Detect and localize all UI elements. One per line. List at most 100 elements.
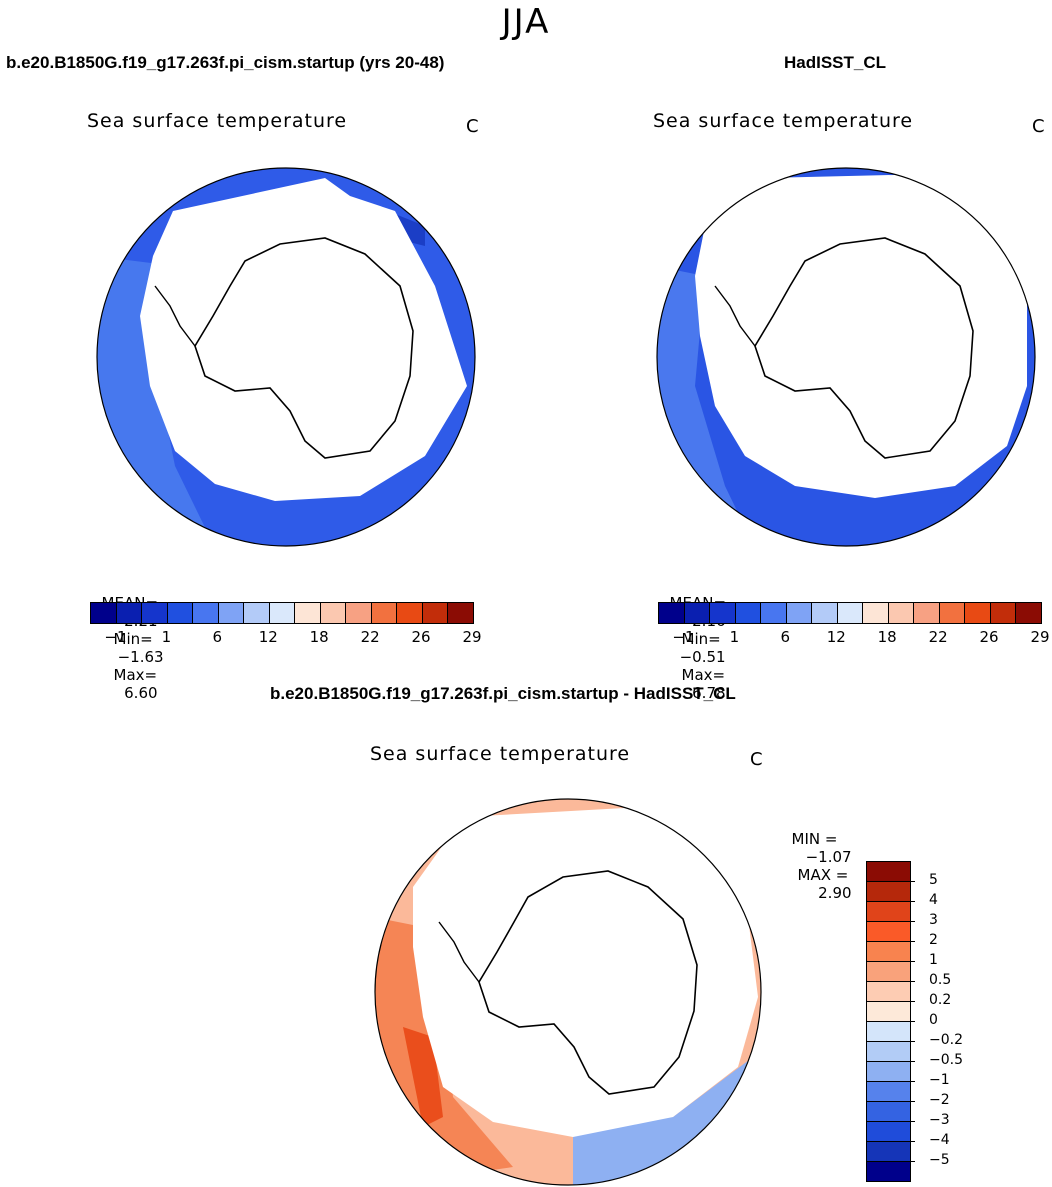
obs-colorbar-tick-label: 12	[826, 628, 846, 646]
diff-colorbar-swatch	[867, 862, 910, 882]
obs-colorbar-swatch	[888, 603, 915, 623]
model-colorbar-swatch	[193, 603, 219, 623]
obs-max-label: Max=	[681, 666, 726, 684]
model-colorbar-swatch	[167, 603, 194, 623]
model-max-value: 6.60	[124, 684, 158, 702]
diff-stats: MIN = −1.07 MAX = 2.90	[782, 812, 852, 902]
model-colorbar-swatch	[448, 603, 473, 623]
diff-colorbar-tick-label: 3	[929, 912, 938, 928]
diff-min-value: −1.07	[805, 848, 852, 866]
obs-peninsula-coastline	[714, 285, 756, 347]
obs-colorbar-swatch	[1016, 603, 1041, 623]
obs-colorbar-swatch	[914, 603, 940, 623]
diff-max-value: 2.90	[818, 884, 852, 902]
model-unit-label: C	[466, 116, 479, 137]
model-case-title: b.e20.B1850G.f19_g17.263f.pi_cism.startu…	[6, 53, 445, 72]
diff-case-title: b.e20.B1850G.f19_g17.263f.pi_cism.startu…	[270, 684, 736, 703]
model-colorbar-swatch	[269, 603, 296, 623]
diff-colorbar-tick-mark	[909, 981, 915, 982]
model-colorbar-tick-label: 29	[462, 628, 482, 646]
model-colorbar-swatch	[91, 603, 117, 623]
model-min-label: Min=	[113, 630, 153, 648]
model-colorbar-tick-label: 22	[360, 628, 380, 646]
model-colorbar-tick-label: 12	[258, 628, 278, 646]
obs-colorbar-swatch	[939, 603, 966, 623]
diff-colorbar-tick-mark	[909, 901, 915, 902]
diff-colorbar-tick-mark	[909, 921, 915, 922]
diff-colorbar-tick-label: 0	[929, 1012, 938, 1028]
obs-colorbar-swatch	[761, 603, 787, 623]
diff-colorbar-tick-label: −0.5	[929, 1052, 963, 1068]
obs-colorbar-tick-label: 22	[928, 628, 948, 646]
diff-unit-label: C	[750, 749, 763, 770]
diff-colorbar-tick-mark	[909, 961, 915, 962]
diff-ice-edge	[413, 807, 758, 1137]
diff-colorbar-tick-mark	[909, 1161, 915, 1162]
model-peninsula-coastline	[154, 285, 196, 347]
model-colorbar-swatch	[371, 603, 398, 623]
diff-colorbar-swatch	[867, 1042, 910, 1062]
obs-colorbar-swatch	[837, 603, 864, 623]
obs-plot-title: Sea surface temperature	[653, 110, 914, 132]
diff-colorbar-tick-label: −0.2	[929, 1032, 963, 1048]
diff-colorbar-tick-label: 5	[929, 872, 938, 888]
model-colorbar-swatch	[422, 603, 449, 623]
diff-colorbar-tick-mark	[909, 1121, 915, 1122]
diff-colorbar-swatch	[867, 1022, 910, 1042]
diff-peninsula-coastline	[438, 921, 480, 983]
model-colorbar-swatch	[295, 603, 321, 623]
model-ice-edge	[140, 178, 467, 501]
model-colorbar-tick-label: −1	[104, 628, 127, 646]
model-min-value: −1.63	[117, 648, 164, 666]
obs-colorbar-swatch	[684, 603, 711, 623]
diff-colorbar-tick-label: 0.5	[929, 972, 952, 988]
diff-colorbar-swatch	[867, 1082, 910, 1102]
model-colorbar-tick-label: 6	[212, 628, 223, 646]
model-colorbar-swatch	[397, 603, 423, 623]
diff-colorbar-tick-mark	[909, 1141, 915, 1142]
obs-colorbar-tick-label: 6	[780, 628, 791, 646]
diff-colorbar-tick-mark	[909, 941, 915, 942]
diff-max-label: MAX =	[797, 866, 849, 884]
obs-colorbar-swatch	[735, 603, 762, 623]
diff-map-boundary	[374, 798, 762, 1186]
obs-ice-edge	[695, 174, 1027, 498]
obs-colorbar-swatch	[659, 603, 685, 623]
model-colorbar	[90, 602, 474, 624]
obs-polar-map	[656, 167, 1036, 547]
model-colorbar-swatch	[116, 603, 143, 623]
obs-map-boundary	[656, 167, 1036, 547]
diff-colorbar-swatch	[867, 982, 910, 1002]
diff-colorbar-tick-mark	[909, 1081, 915, 1082]
obs-colorbar-tick-label: 18	[877, 628, 897, 646]
obs-colorbar-ticks: −1 1 6 12 18 22 26 29	[658, 628, 1049, 648]
diff-colorbar-tick-label: −3	[929, 1112, 950, 1128]
diff-colorbar-swatch	[867, 1162, 910, 1181]
diff-colorbar-swatch	[867, 962, 910, 982]
model-colorbar-tick-label: 1	[161, 628, 172, 646]
diff-colorbar-swatch	[867, 922, 910, 942]
diff-colorbar-tick-mark	[909, 1041, 915, 1042]
diff-colorbar-tick-label: −2	[929, 1092, 950, 1108]
diff-polar-map	[374, 798, 762, 1186]
obs-colorbar-swatch	[863, 603, 889, 623]
diff-colorbar-tick-label: −4	[929, 1132, 950, 1148]
obs-colorbar	[658, 602, 1042, 624]
obs-min-value: −0.51	[679, 648, 726, 666]
diff-colorbar-swatch	[867, 902, 910, 922]
diff-colorbar-swatch	[867, 882, 910, 902]
model-colorbar-swatch	[218, 603, 245, 623]
diff-colorbar	[866, 861, 911, 1182]
diff-colorbar-tick-mark	[909, 1001, 915, 1002]
obs-min-label: Min=	[681, 630, 721, 648]
obs-colorbar-tick-label: 1	[729, 628, 740, 646]
model-colorbar-swatch	[346, 603, 372, 623]
obs-colorbar-swatch	[710, 603, 736, 623]
model-colorbar-tick-label: 18	[309, 628, 329, 646]
diff-colorbar-tick-mark	[909, 1101, 915, 1102]
obs-max-value: 6.78	[692, 684, 726, 702]
diff-colorbar-swatch	[867, 1102, 910, 1122]
diff-colorbar-swatch	[867, 1122, 910, 1142]
model-colorbar-swatch	[142, 603, 168, 623]
diff-colorbar-tick-mark	[909, 1061, 915, 1062]
